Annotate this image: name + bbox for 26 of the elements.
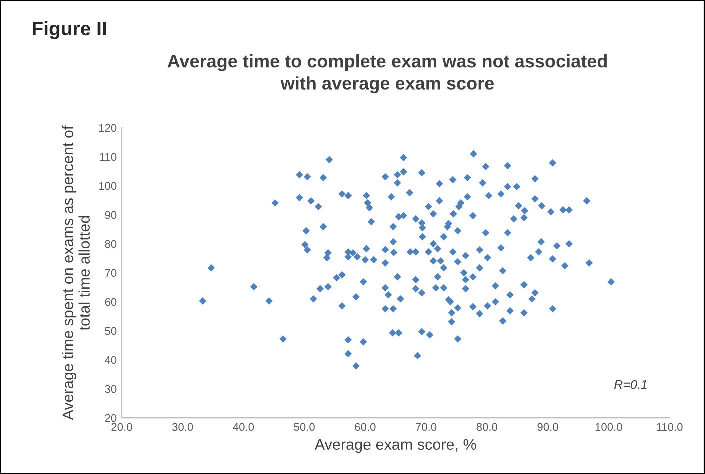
x-tick-label: 90.0 [538,423,558,432]
y-tick-label: 90 [105,211,117,220]
x-axis-title: Average exam score, % [314,439,476,454]
y-tick-label: 120 [99,124,117,132]
y-axis-title: Average time spent on exams as percent of total time allotted [62,126,90,420]
y-tick-label: 40 [105,356,117,364]
y-tick-label: 70 [105,269,117,278]
x-tick-label: 100.0 [596,423,622,432]
x-tick-label: 40.0 [233,423,254,432]
x-tick-label: 60.0 [355,423,376,432]
x-tick-label: 110.0 [657,423,683,432]
y-tick-label: 30 [105,385,117,394]
y-tick-label: 50 [105,327,117,336]
y-tick-label: 80 [105,240,117,248]
y-tick-label: 110 [100,153,117,162]
y-tick-label: 100 [99,182,117,190]
x-tick-label: 20.0 [112,423,132,432]
y-tick-label: 20 [105,414,117,422]
chart-subtitle: Average time to complete exam was not associated with average exam score [168,54,607,94]
annotation: R=0.1 [614,380,647,390]
y-tick-label: 60 [105,298,117,306]
x-tick-label: 70.0 [416,423,437,432]
x-tick-label: 30.0 [172,423,194,432]
x-tick-label: 80.0 [476,423,498,432]
x-tick-label: 50.0 [294,423,315,432]
chart-title: Figure II [33,21,106,40]
